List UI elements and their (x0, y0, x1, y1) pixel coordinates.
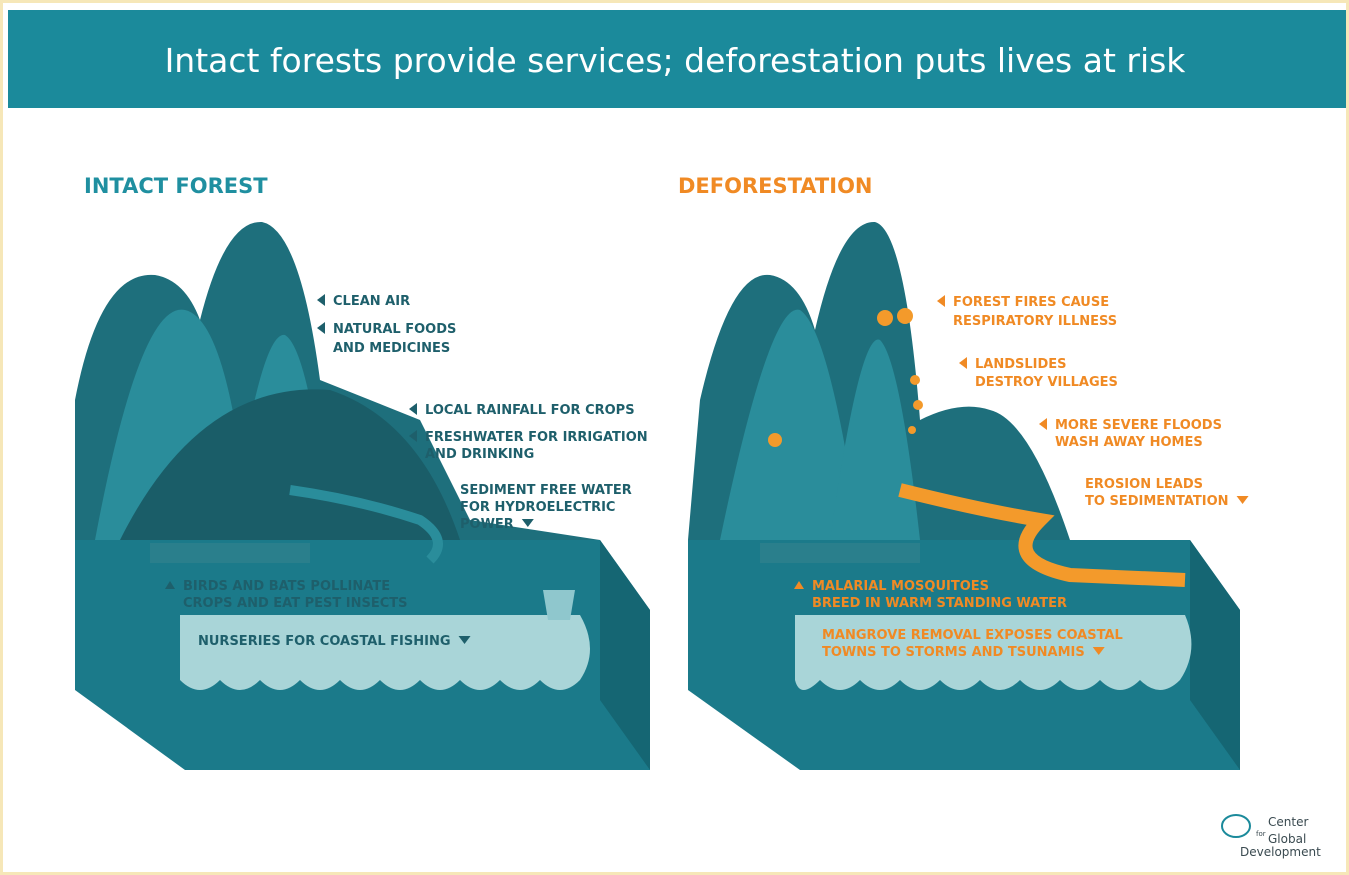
callout-line: TOWNS TO STORMS AND TSUNAMIS (822, 645, 1085, 660)
panel-title: DEFORESTATION (678, 174, 873, 198)
callout-line: TO SEDIMENTATION (1085, 494, 1229, 509)
callout-line: FOREST FIRES CAUSE (953, 295, 1109, 310)
callout-line: MANGROVE REMOVAL EXPOSES COASTAL (822, 628, 1123, 643)
callout-line: NURSERIES FOR COASTAL FISHING (198, 634, 451, 649)
callout-line: WASH AWAY HOMES (1055, 435, 1203, 450)
callout-line: MALARIAL MOSQUITOES (812, 579, 989, 594)
callout-line: CLEAN AIR (333, 294, 410, 309)
callout-line: NATURAL FOODS (333, 322, 456, 337)
callout-line: LANDSLIDES (975, 357, 1067, 372)
callout-line: BREED IN WARM STANDING WATER (812, 596, 1067, 611)
logo-text: Global (1268, 832, 1306, 846)
callout-line: AND DRINKING (425, 447, 534, 462)
title: Intact forests provide services; defores… (165, 41, 1187, 80)
callout-line: FRESHWATER FOR IRRIGATION (425, 430, 648, 445)
callout-line: MORE SEVERE FLOODS (1055, 418, 1222, 433)
callout-line: POWER (460, 517, 514, 532)
callout-line: BIRDS AND BATS POLLINATE (183, 579, 390, 594)
callout-line: LOCAL RAINFALL FOR CROPS (425, 403, 635, 418)
callout-line: FOR HYDROELECTRIC (460, 500, 615, 515)
callout-line: RESPIRATORY ILLNESS (953, 314, 1117, 329)
logo-text: Center (1268, 815, 1308, 829)
callout-line: EROSION LEADS (1085, 477, 1203, 492)
callout: LOCAL RAINFALL FOR CROPS (409, 403, 635, 418)
infographic: Intact forests provide services; defores… (0, 0, 1349, 875)
logo-text: Development (1240, 845, 1321, 859)
panel-title: INTACT FOREST (84, 174, 268, 198)
callout-line: SEDIMENT FREE WATER (460, 483, 632, 498)
callout: NURSERIES FOR COASTAL FISHING (198, 634, 471, 649)
callout-line: AND MEDICINES (333, 341, 450, 356)
callout-line: DESTROY VILLAGES (975, 375, 1118, 390)
callout-line: CROPS AND EAT PEST INSECTS (183, 596, 408, 611)
logo-text: for (1256, 830, 1266, 838)
